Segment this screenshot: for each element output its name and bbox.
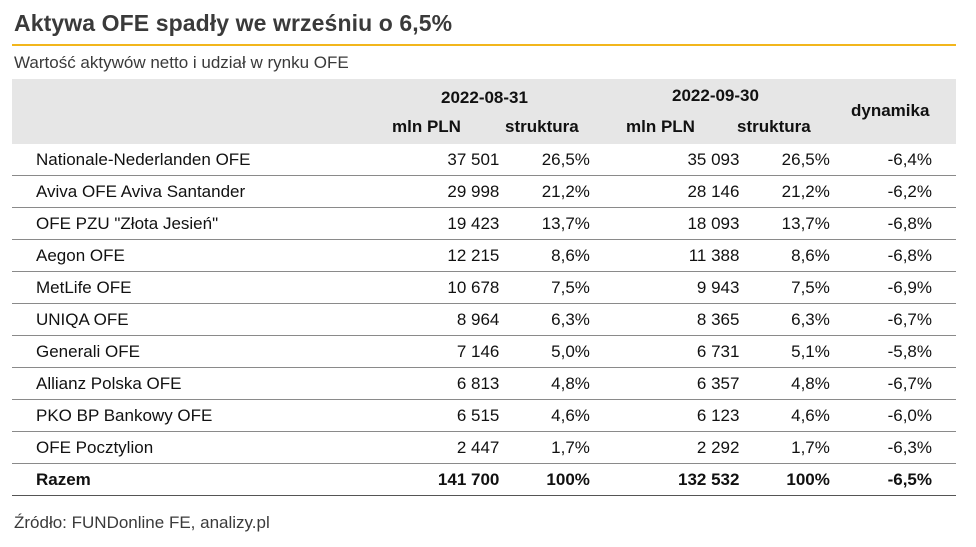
struktura-sep-cell: 13,7% <box>739 207 835 240</box>
fund-name-cell: Razem <box>12 463 361 496</box>
struktura-aug-cell: 100% <box>499 463 599 496</box>
dynamika-cell: -6,5% <box>834 463 956 496</box>
struktura-aug-cell: 4,6% <box>499 399 599 432</box>
fund-name-cell: Aegon OFE <box>12 239 361 272</box>
header-struktura-1: struktura <box>505 117 579 136</box>
title-underline <box>12 44 956 46</box>
header-period-2: 2022-09-30 <box>672 86 759 105</box>
table-row: PKO BP Bankowy OFE 6 515 4,6% 6 123 4,6% -6,0… <box>12 399 956 432</box>
table-subtitle: Wartość aktywów netto i udział w rynku O… <box>14 53 349 72</box>
mln-pln-sep-cell: 8 365 <box>598 303 740 336</box>
mln-pln-sep-cell: 35 093 <box>598 144 740 176</box>
mln-pln-sep-cell: 28 146 <box>598 175 740 208</box>
struktura-aug-cell: 7,5% <box>499 271 599 304</box>
dynamika-cell: -6,9% <box>834 271 956 304</box>
table-row: Allianz Polska OFE 6 813 4,8% 6 357 4,8% -6,7… <box>12 367 956 400</box>
source-note: Źródło: FUNDonline FE, analizy.pl <box>14 513 270 532</box>
mln-pln-sep-cell: 6 357 <box>598 367 740 400</box>
dynamika-cell: -6,4% <box>834 144 956 176</box>
struktura-sep-cell: 7,5% <box>739 271 835 304</box>
fund-name-cell: PKO BP Bankowy OFE <box>12 399 361 432</box>
dynamika-cell: -5,8% <box>834 335 956 368</box>
mln-pln-sep-cell: 6 123 <box>598 399 740 432</box>
mln-pln-aug-cell: 141 700 <box>360 463 500 496</box>
fund-name-cell: Generali OFE <box>12 335 361 368</box>
mln-pln-aug-cell: 6 813 <box>360 367 500 400</box>
struktura-aug-cell: 8,6% <box>499 239 599 272</box>
table-row: UNIQA OFE 8 964 6,3% 8 365 6,3% -6,7% <box>12 303 956 336</box>
dynamika-cell: -6,8% <box>834 207 956 240</box>
struktura-sep-cell: 26,5% <box>739 144 835 176</box>
header-mln-pln-2: mln PLN <box>626 117 695 136</box>
table-row: Generali OFE 7 146 5,0% 6 731 5,1% -5,8% <box>12 335 956 368</box>
mln-pln-aug-cell: 6 515 <box>360 399 500 432</box>
mln-pln-sep-cell: 18 093 <box>598 207 740 240</box>
fund-name-cell: MetLife OFE <box>12 271 361 304</box>
table-row: Aviva OFE Aviva Santander 29 998 21,2% 28 1… <box>12 175 956 208</box>
mln-pln-aug-cell: 2 447 <box>360 431 500 464</box>
mln-pln-sep-cell: 9 943 <box>598 271 740 304</box>
fund-name-cell: OFE Pocztylion <box>12 431 361 464</box>
table-row: OFE PZU "Złota Jesień" 19 423 13,7% 18 093 1… <box>12 207 956 240</box>
dynamika-cell: -6,7% <box>834 303 956 336</box>
table-row: Nationale-Nederlanden OFE 37 501 26,5% 35 0… <box>12 144 956 176</box>
mln-pln-aug-cell: 29 998 <box>360 175 500 208</box>
struktura-aug-cell: 6,3% <box>499 303 599 336</box>
struktura-aug-cell: 4,8% <box>499 367 599 400</box>
table-row: Aegon OFE 12 215 8,6% 11 388 8,6% -6,8% <box>12 239 956 272</box>
struktura-sep-cell: 21,2% <box>739 175 835 208</box>
header-mln-pln-1: mln PLN <box>392 117 461 136</box>
dynamika-cell: -6,0% <box>834 399 956 432</box>
header-struktura-2: struktura <box>737 117 811 136</box>
dynamika-cell: -6,8% <box>834 239 956 272</box>
table-row: MetLife OFE 10 678 7,5% 9 943 7,5% -6,9% <box>12 271 956 304</box>
mln-pln-aug-cell: 8 964 <box>360 303 500 336</box>
struktura-sep-cell: 1,7% <box>739 431 835 464</box>
dynamika-cell: -6,2% <box>834 175 956 208</box>
struktura-sep-cell: 6,3% <box>739 303 835 336</box>
struktura-sep-cell: 4,6% <box>739 399 835 432</box>
struktura-sep-cell: 8,6% <box>739 239 835 272</box>
mln-pln-aug-cell: 37 501 <box>360 144 500 176</box>
mln-pln-aug-cell: 7 146 <box>360 335 500 368</box>
mln-pln-aug-cell: 10 678 <box>360 271 500 304</box>
ofe-assets-table: Nationale-Nederlanden OFE 37 501 26,5% 35 0… <box>12 144 956 496</box>
struktura-aug-cell: 26,5% <box>499 144 599 176</box>
mln-pln-sep-cell: 11 388 <box>598 239 740 272</box>
mln-pln-aug-cell: 12 215 <box>360 239 500 272</box>
fund-name-cell: Nationale-Nederlanden OFE <box>12 144 361 176</box>
dynamika-cell: -6,3% <box>834 431 956 464</box>
struktura-sep-cell: 5,1% <box>739 335 835 368</box>
page-title: Aktywa OFE spadły we wrześniu o 6,5% <box>14 10 453 36</box>
total-row: Razem 141 700 100% 132 532 100% -6,5% <box>12 463 956 496</box>
fund-name-cell: Allianz Polska OFE <box>12 367 361 400</box>
mln-pln-aug-cell: 19 423 <box>360 207 500 240</box>
struktura-sep-cell: 100% <box>739 463 835 496</box>
struktura-aug-cell: 1,7% <box>499 431 599 464</box>
table-header <box>12 79 956 144</box>
struktura-aug-cell: 21,2% <box>499 175 599 208</box>
mln-pln-sep-cell: 2 292 <box>598 431 740 464</box>
header-period-1: 2022-08-31 <box>441 88 528 107</box>
header-dynamika: dynamika <box>851 101 930 120</box>
struktura-aug-cell: 13,7% <box>499 207 599 240</box>
mln-pln-sep-cell: 132 532 <box>598 463 740 496</box>
mln-pln-sep-cell: 6 731 <box>598 335 740 368</box>
fund-name-cell: Aviva OFE Aviva Santander <box>12 175 361 208</box>
fund-name-cell: UNIQA OFE <box>12 303 361 336</box>
table-row: OFE Pocztylion 2 447 1,7% 2 292 1,7% -6,3% <box>12 431 956 464</box>
fund-name-cell: OFE PZU "Złota Jesień" <box>12 207 361 240</box>
struktura-sep-cell: 4,8% <box>739 367 835 400</box>
struktura-aug-cell: 5,0% <box>499 335 599 368</box>
dynamika-cell: -6,7% <box>834 367 956 400</box>
